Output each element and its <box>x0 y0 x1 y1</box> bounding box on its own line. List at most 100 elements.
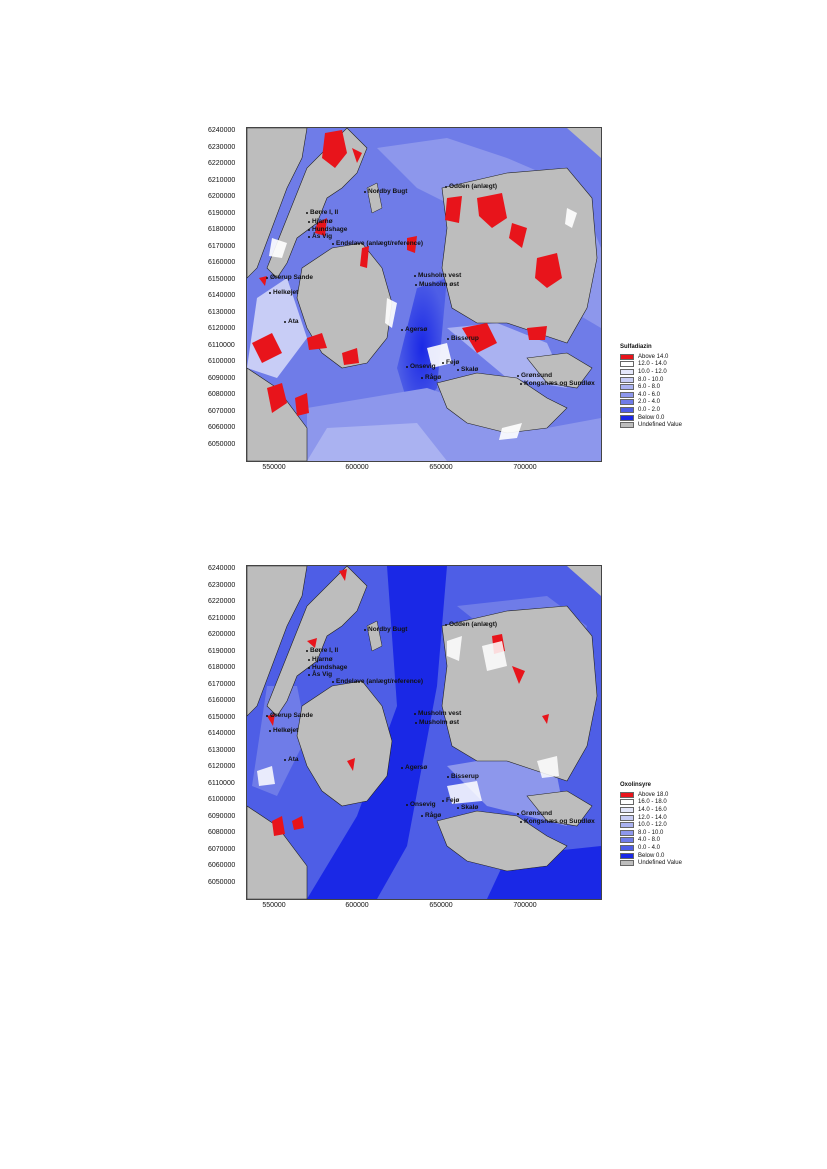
site-label: Onsevig <box>406 363 436 370</box>
site-label: Agersø <box>400 764 428 771</box>
land-jutland-west <box>247 128 308 279</box>
y-tick: 6160000 <box>208 697 236 704</box>
legend-swatch <box>620 860 634 867</box>
legend-entry: Above 18.0 <box>620 791 682 799</box>
legend-label: Above 14.0 <box>638 353 669 360</box>
y-tick: 6210000 <box>208 614 236 622</box>
above-threshold-patches <box>252 130 562 416</box>
y-tick: 6220000 <box>208 598 236 605</box>
legend-label: 10.0 - 12.0 <box>638 368 667 375</box>
legend-swatch <box>620 361 634 368</box>
site-label: Helkøjet <box>268 727 299 734</box>
site-label: Bisserup <box>447 773 479 780</box>
site-label: Hjarnø <box>308 656 333 663</box>
site-label: Kongsnæs og Sundløx <box>520 380 595 387</box>
legend-entry: 6.0 - 8.0 <box>620 383 682 391</box>
site-label: Musholm vest <box>413 710 462 717</box>
site-label: Rågø <box>420 812 442 819</box>
y-tick: 6050000 <box>208 878 236 886</box>
site-label: Ørerup Sande <box>266 274 313 281</box>
y-tick: 6140000 <box>208 730 236 737</box>
x-tick: 600000 <box>345 464 369 471</box>
legend-swatch <box>620 391 634 398</box>
legend-entry: Undefined Value <box>620 421 682 429</box>
site-label: Børre I, II <box>305 647 339 654</box>
legend-entry: 0.0 - 4.0 <box>620 844 682 852</box>
legend-label: Undefined Value <box>638 860 682 867</box>
legend-title: Oxolinsyre <box>620 782 652 788</box>
y-tick: 6100000 <box>208 358 236 365</box>
y-tick: 6090000 <box>208 374 236 382</box>
site-label: Børre I, II <box>305 209 339 216</box>
site-label: Odden (anlægt) <box>444 183 498 190</box>
legend-entry: 8.0 - 10.0 <box>620 829 682 837</box>
legend-swatch <box>620 822 634 829</box>
site-label: Nordby Bugt <box>363 626 408 633</box>
y-tick: 6080000 <box>208 829 236 836</box>
site-label: Endelave (anlægt/reference) <box>331 678 424 685</box>
legend-label: 8.0 - 10.0 <box>638 829 664 836</box>
legend-entry: Below 0.0 <box>620 414 682 422</box>
legend-swatch <box>620 399 634 406</box>
x-tick: 550000 <box>262 464 286 471</box>
land-lolland <box>436 810 568 872</box>
y-tick: 6100000 <box>208 796 236 803</box>
site-label: Rågø <box>420 374 442 381</box>
site-label: Nordby Bugt <box>363 188 408 195</box>
legend-label: 4.0 - 8.0 <box>638 837 661 844</box>
map-plot-area <box>246 127 602 462</box>
legend-entry: 14.0 - 16.0 <box>620 806 682 814</box>
y-tick: 6160000 <box>208 259 236 266</box>
site-label: Skalø <box>456 804 479 811</box>
legend-label: 0.0 - 4.0 <box>638 844 661 851</box>
site-label: Skalø <box>456 366 479 373</box>
legend-label: Below 0.0 <box>638 414 665 421</box>
legend-entry: 12.0 - 14.0 <box>620 361 682 369</box>
y-tick: 6070000 <box>208 407 236 415</box>
legend-entry: 4.0 - 8.0 <box>620 837 682 845</box>
legend-swatch <box>620 791 634 798</box>
y-tick: 6130000 <box>208 746 236 754</box>
legend-entry: 10.0 - 12.0 <box>620 368 682 376</box>
legend-label: Above 18.0 <box>638 791 669 798</box>
legend-swatch <box>620 353 634 360</box>
y-tick: 6120000 <box>208 763 236 770</box>
legend-swatch <box>620 829 634 836</box>
site-label: Musholm øst <box>414 719 460 726</box>
land-jutland-east <box>266 128 368 279</box>
site-label: Musholm vest <box>413 272 462 279</box>
site-label: Hundshage <box>307 664 348 671</box>
y-tick: 6240000 <box>208 127 236 134</box>
site-label: Helkøjet <box>268 289 299 296</box>
y-tick: 6060000 <box>208 424 236 431</box>
legend-entry: 2.0 - 4.0 <box>620 399 682 407</box>
site-label: Kongsnæs og Sundløx <box>520 818 595 825</box>
y-tick: 6200000 <box>208 193 236 200</box>
site-label: Hundshage <box>307 226 348 233</box>
legend-swatch <box>620 376 634 383</box>
y-tick: 6110000 <box>208 341 235 349</box>
y-tick: 6060000 <box>208 862 236 869</box>
y-tick: 6200000 <box>208 631 236 638</box>
x-tick: 550000 <box>262 902 286 909</box>
legend-label: 0.0 - 2.0 <box>638 406 661 413</box>
legend-label: 8.0 - 10.0 <box>638 376 664 383</box>
legend-swatch <box>620 814 634 821</box>
y-tick: 6090000 <box>208 812 236 820</box>
y-tick: 6230000 <box>208 581 236 589</box>
legend-entry: 0.0 - 2.0 <box>620 406 682 414</box>
y-tick: 6150000 <box>208 275 236 283</box>
y-tick: 6140000 <box>208 292 236 299</box>
concentration-map <box>247 128 601 461</box>
y-tick: 6190000 <box>208 209 236 217</box>
site-label: Musholm øst <box>414 281 460 288</box>
site-label: Ørerup Sande <box>266 712 313 719</box>
site-label: Ås Vig <box>307 671 333 678</box>
site-label: Fejø <box>441 359 460 366</box>
y-tick: 6120000 <box>208 325 236 332</box>
legend-label: 4.0 - 6.0 <box>638 391 661 398</box>
site-label: Grønsund <box>516 372 553 379</box>
y-tick: 6150000 <box>208 713 236 721</box>
legend-swatch <box>620 414 634 421</box>
legend-entry: 4.0 - 6.0 <box>620 391 682 399</box>
